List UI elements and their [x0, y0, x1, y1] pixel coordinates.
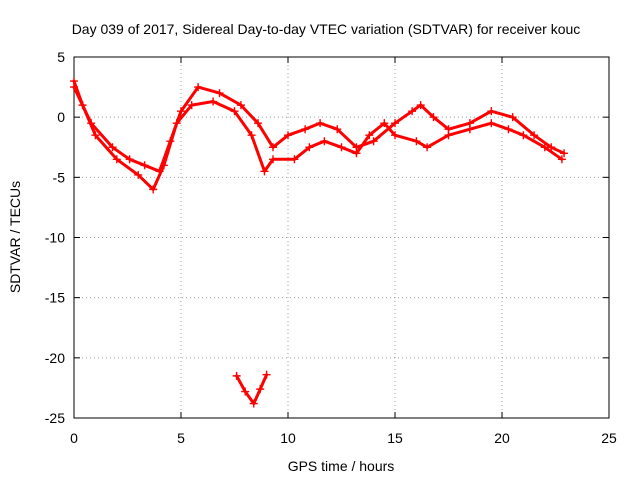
data-series: [70, 77, 569, 408]
data-point: [530, 131, 539, 140]
data-point: [241, 387, 250, 396]
y-axis-label: SDTVAR / TECUs: [7, 181, 23, 293]
data-point: [87, 119, 96, 128]
data-point: [560, 149, 569, 158]
data-point: [391, 131, 399, 140]
data-point: [91, 131, 100, 140]
data-point: [391, 119, 399, 128]
x-tick-label: 15: [387, 430, 403, 446]
data-point: [187, 101, 196, 110]
data-point: [380, 119, 389, 128]
data-point: [194, 83, 203, 92]
data-point: [269, 143, 278, 152]
grid: [74, 57, 609, 418]
y-tick-label: -15: [45, 290, 65, 306]
data-point: [408, 107, 417, 116]
series-line: [72, 79, 564, 191]
data-point: [209, 97, 218, 106]
data-point: [155, 167, 164, 176]
data-point: [232, 371, 241, 380]
data-point: [236, 101, 245, 110]
y-tick-label: -20: [45, 350, 65, 366]
data-point: [429, 113, 438, 122]
x-axis-label: GPS time / hours: [288, 458, 395, 474]
data-point: [260, 167, 269, 176]
series-track-b: [70, 83, 569, 176]
data-point: [290, 155, 299, 164]
data-point: [256, 385, 265, 394]
data-point: [230, 107, 239, 116]
data-point: [423, 143, 432, 152]
series-track-c: [232, 370, 271, 408]
data-point: [365, 131, 374, 140]
data-point: [284, 131, 292, 140]
data-point: [305, 143, 314, 152]
data-point: [316, 119, 325, 128]
data-point: [177, 107, 185, 116]
data-point: [504, 125, 513, 134]
data-point: [412, 137, 421, 146]
x-tick-label: 0: [70, 430, 78, 446]
y-tick-label: -10: [45, 230, 65, 246]
data-point: [416, 101, 425, 110]
data-point: [444, 125, 453, 134]
data-point: [337, 143, 346, 152]
data-point: [557, 155, 566, 164]
data-point: [215, 89, 224, 98]
data-point: [262, 370, 271, 379]
y-tick-label: -25: [45, 410, 65, 426]
y-tick-label: 0: [57, 109, 65, 125]
x-tick-label: 10: [280, 430, 296, 446]
data-point: [108, 143, 117, 152]
data-point: [70, 83, 78, 92]
data-point: [487, 119, 496, 128]
series-track-a: [70, 77, 566, 194]
data-point: [112, 155, 121, 164]
data-point: [320, 137, 329, 146]
data-point: [369, 137, 378, 146]
data-point: [166, 137, 175, 146]
data-point: [140, 161, 149, 170]
data-point: [333, 125, 342, 134]
data-point: [269, 155, 278, 164]
y-tick-label: -5: [53, 169, 66, 185]
y-tick-label: 5: [57, 49, 65, 65]
data-point: [508, 113, 517, 122]
x-tick-label: 20: [494, 430, 510, 446]
data-point: [487, 107, 496, 116]
chart-title: Day 039 of 2017, Sidereal Day-to-day VTE…: [72, 21, 581, 37]
series-line: [72, 85, 566, 173]
data-point: [352, 143, 361, 152]
data-point: [149, 185, 158, 194]
data-point: [547, 143, 556, 152]
data-point: [519, 131, 528, 140]
data-point: [301, 125, 310, 134]
data-point: [247, 131, 256, 140]
data-point: [249, 399, 258, 408]
x-tick-label: 5: [177, 430, 185, 446]
data-point: [134, 170, 143, 179]
axis-ticks: 0 5 10 15 20 25 5 0 -5 -10 -15 -20 -25: [45, 49, 617, 446]
data-point: [125, 155, 134, 164]
x-tick-label: 25: [601, 430, 617, 446]
data-point: [254, 119, 263, 128]
data-point: [465, 119, 474, 128]
